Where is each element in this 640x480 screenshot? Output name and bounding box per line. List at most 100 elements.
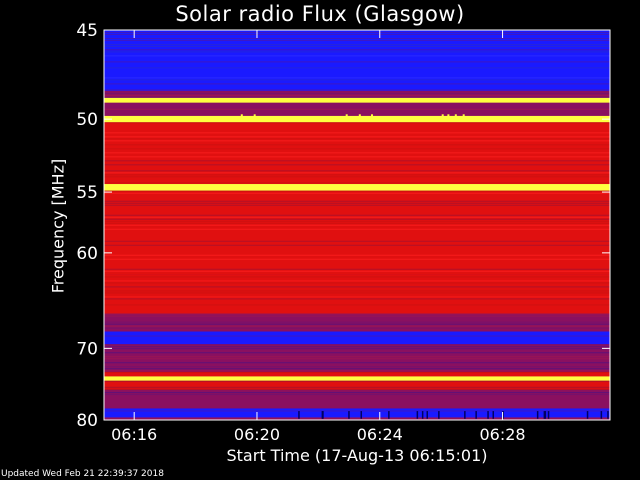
striation — [104, 276, 610, 278]
striation — [104, 368, 610, 370]
striation — [104, 172, 610, 174]
interference-tick — [348, 411, 350, 419]
y-tick-label: 70 — [76, 339, 98, 359]
striation — [104, 140, 610, 142]
striation — [104, 362, 610, 364]
band-2 — [104, 90, 610, 98]
striation — [104, 156, 610, 158]
x-tick-label: 06:20 — [234, 425, 280, 444]
striation — [104, 296, 610, 298]
x-tick-label: 06:28 — [480, 425, 526, 444]
interference-tick — [487, 411, 489, 419]
interference-tick — [544, 411, 547, 419]
striation — [104, 410, 610, 412]
striation — [104, 268, 610, 270]
striation — [104, 286, 610, 288]
striation — [104, 315, 610, 317]
burst-spike — [447, 114, 450, 120]
y-axis-label: Frequency [MHz] — [48, 158, 68, 294]
interference-tick — [547, 411, 550, 419]
striation — [104, 366, 610, 368]
band-7 — [104, 184, 610, 191]
interference-tick — [298, 411, 300, 419]
striation — [104, 202, 610, 204]
band-11 — [104, 331, 610, 345]
striation — [104, 144, 610, 146]
striation — [104, 77, 610, 79]
striation — [104, 204, 610, 206]
striation — [104, 108, 610, 110]
striation — [104, 164, 610, 166]
striation — [104, 386, 610, 388]
striation — [104, 290, 610, 292]
striation — [104, 38, 610, 39]
striation — [104, 79, 610, 81]
striation — [104, 222, 610, 224]
striation — [104, 46, 610, 47]
striation — [104, 34, 610, 35]
striation — [104, 392, 610, 394]
striation — [104, 96, 610, 98]
striation — [104, 89, 610, 91]
striation — [104, 321, 610, 323]
band-15 — [104, 380, 610, 391]
striation — [104, 170, 610, 172]
interference-tick — [536, 411, 539, 419]
interference-tick — [492, 411, 494, 419]
interference-tick — [322, 411, 324, 419]
burst-spike — [253, 114, 256, 120]
striation — [104, 344, 610, 346]
striation — [104, 394, 610, 396]
x-axis-label: Start Time (17-Aug-13 06:15:01) — [226, 446, 488, 465]
striation — [104, 83, 610, 85]
striation — [104, 51, 610, 53]
burst-spike — [345, 114, 348, 120]
striation — [104, 174, 610, 176]
striation — [104, 216, 610, 218]
striation — [104, 224, 610, 226]
striation — [104, 346, 610, 348]
striation — [104, 244, 610, 246]
band-17 — [104, 408, 610, 418]
interference-tick — [388, 411, 390, 419]
striation — [104, 190, 610, 192]
interference-tick — [586, 411, 589, 419]
striation — [104, 371, 610, 373]
striation — [104, 313, 610, 315]
striation — [104, 335, 610, 337]
striation — [104, 92, 610, 94]
striation — [104, 136, 610, 138]
plot-frame — [103, 29, 611, 421]
striation — [104, 380, 610, 382]
striation — [104, 417, 610, 419]
band-3 — [104, 97, 610, 103]
striation — [104, 32, 610, 33]
striation — [104, 40, 610, 41]
x-tick-label: 06:24 — [357, 425, 403, 444]
striation — [104, 358, 610, 360]
striation — [104, 49, 610, 51]
striation — [104, 55, 610, 57]
striation — [104, 218, 610, 220]
striation — [104, 292, 610, 294]
striation — [104, 67, 610, 69]
striation — [104, 356, 610, 358]
interference-tick — [607, 411, 609, 419]
interference-tick — [600, 411, 603, 419]
striation — [104, 138, 610, 140]
interference-tick — [421, 411, 424, 419]
interference-tick — [464, 411, 466, 419]
y-tick-label: 50 — [76, 110, 98, 130]
striation — [104, 228, 610, 230]
band-9 — [104, 274, 610, 314]
striation — [104, 388, 610, 390]
interference-tick — [438, 411, 440, 419]
band-5 — [104, 115, 610, 123]
striation — [104, 298, 610, 300]
burst-spike — [462, 114, 465, 120]
striation — [104, 282, 610, 284]
striation — [104, 192, 610, 194]
chart-title: Solar radio Flux (Glasgow) — [175, 2, 465, 26]
